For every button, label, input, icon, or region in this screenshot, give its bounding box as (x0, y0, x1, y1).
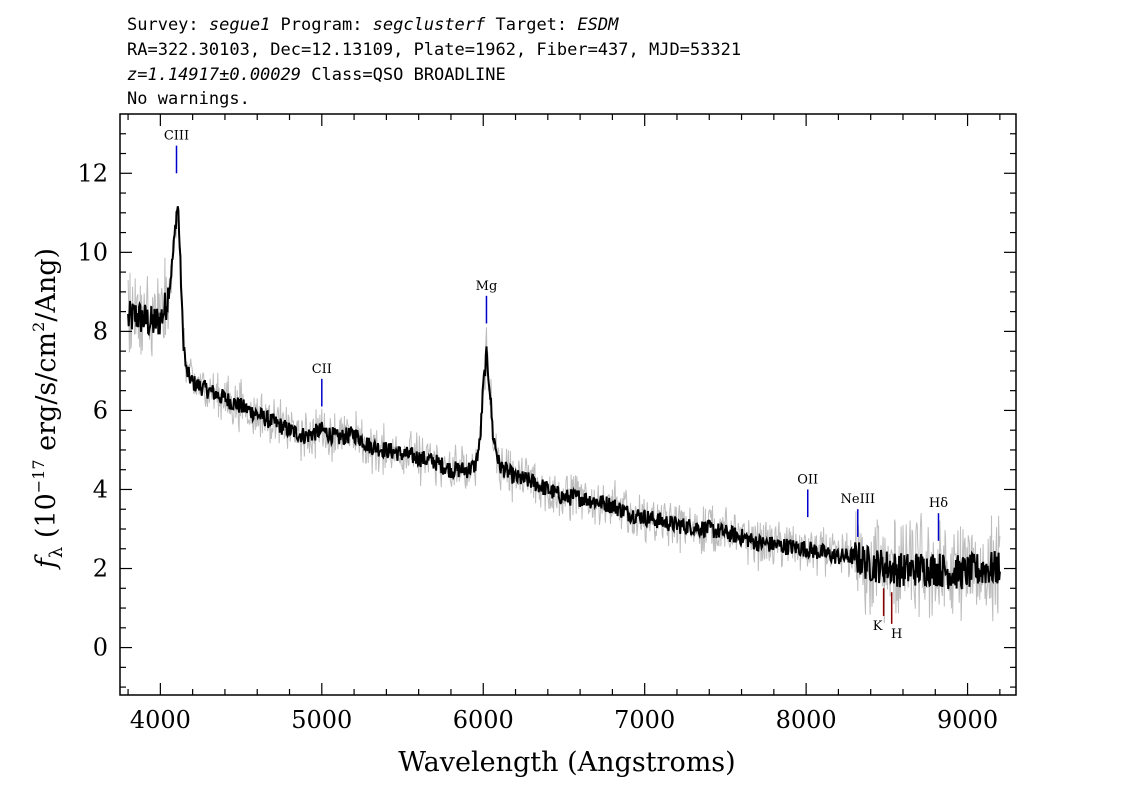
y-tick-label: 6 (93, 396, 108, 424)
header-fragment: Survey: (127, 15, 209, 35)
header-line-3: z=1.14917±0.00029 Class=QSO BROADLINE (127, 65, 506, 85)
line-marker-label: H (891, 627, 902, 642)
x-tick-label: 9000 (937, 706, 998, 734)
line-marker-label: CIII (164, 129, 189, 144)
y-tick-label: 8 (93, 317, 108, 345)
x-tick-label: 5000 (291, 706, 352, 734)
emission-line-markers: CIII CII Mg OII NeIII Hδ KH (164, 129, 948, 642)
x-tick-label: 6000 (453, 706, 514, 734)
y-tick-label: 2 (93, 555, 108, 583)
y-tick-label: 12 (77, 159, 108, 187)
x-tick-label: 8000 (776, 706, 837, 734)
flux-series (127, 206, 1001, 590)
line-marker-label: Hδ (929, 496, 948, 511)
y-tick-label: 10 (77, 238, 108, 266)
line-marker-label: Mg (476, 279, 498, 294)
plot-axes: 4000 5000 6000 7000 8000 9000 0 2 4 6 8 10 12 (77, 113, 1017, 734)
ylabel-sub: λ (46, 547, 67, 558)
line-marker-label: OII (797, 472, 818, 487)
y-tick-label: 4 (93, 475, 108, 503)
spectrum-header: Survey: segue1 Program: segclusterf Targ… (127, 15, 741, 109)
header-line-1: Survey: segue1 Program: segclusterf Targ… (127, 15, 619, 35)
x-tick-label: 4000 (130, 706, 191, 734)
ylabel-pre: (10 (31, 493, 62, 546)
header-fragment: segclusterf (373, 15, 486, 35)
header-fragment: Class=QSO BROADLINE (301, 65, 506, 85)
header-fragment: Program: (270, 15, 372, 35)
ylabel-mid: erg/s/cm (31, 332, 62, 460)
line-marker-label: K (873, 619, 883, 634)
ylabel-exp2: 2 (29, 322, 48, 332)
ylabel-f: f (31, 554, 62, 570)
header-fragment: ESDM (577, 15, 619, 35)
ylabel-post: /Ang) (31, 248, 62, 322)
header-line-2: RA=322.30103, Dec=12.13109, Plate=1962, … (127, 40, 741, 60)
header-line-4: No warnings. (127, 89, 250, 109)
x-tick-label: 7000 (614, 706, 675, 734)
header-fragment: z=1.14917±0.00029 (127, 65, 301, 85)
flux-line (127, 206, 1001, 590)
ylabel-exp: −17 (29, 459, 48, 493)
header-fragment: Target: (485, 15, 577, 35)
plot-frame (119, 113, 1017, 696)
x-axis-label: Wavelength (Angstroms) (398, 747, 735, 778)
header-fragment: segue1 (209, 15, 270, 35)
y-tick-label: 0 (93, 634, 108, 662)
line-marker-label: CII (312, 362, 332, 377)
y-axis-label: fλ (10−17 erg/s/cm2/Ang) (29, 248, 67, 570)
line-marker-label: NeIII (841, 492, 875, 507)
